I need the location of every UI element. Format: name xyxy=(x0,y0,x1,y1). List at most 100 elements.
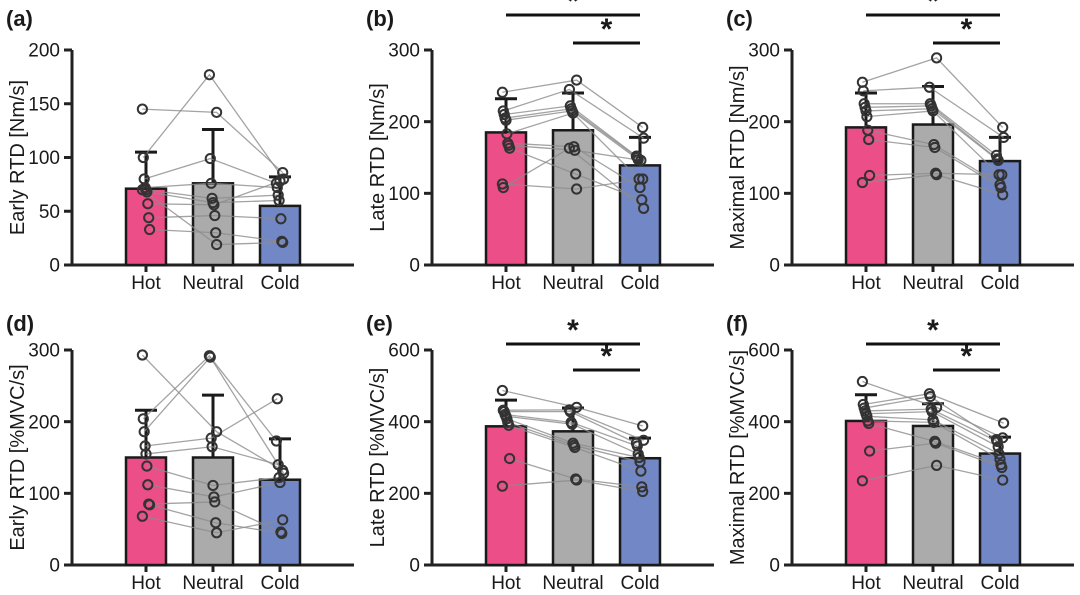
bar-neutral xyxy=(191,456,235,567)
subject-point xyxy=(996,169,1008,181)
y-tick-label: 0 xyxy=(769,256,780,277)
subject-line xyxy=(863,86,1004,138)
x-category-label: Cold xyxy=(260,273,299,294)
y-tick-label: 300 xyxy=(28,341,60,362)
subject-line xyxy=(503,409,644,441)
subject-line xyxy=(144,157,277,184)
bar-hot xyxy=(484,425,528,567)
panel-e-chart: (e) 0 200 400 600 Hot Neutral Cold * * Late RTD [%… xyxy=(366,311,714,594)
panel-c-chart: (c) 0 100 200 300 Hot Neutral Cold * * Maximal RTD… xyxy=(726,0,1074,294)
subject-point xyxy=(274,476,286,489)
significance-asterisk: * xyxy=(601,13,613,46)
significance-asterisk: * xyxy=(567,314,579,347)
subject-line xyxy=(867,129,1001,186)
subject-line xyxy=(863,393,1004,424)
y-tick-label: 300 xyxy=(748,41,780,62)
subject-point xyxy=(997,189,1009,201)
subject-point xyxy=(137,413,149,425)
subject-point xyxy=(273,471,285,484)
subject-line xyxy=(869,442,1003,469)
subject-point xyxy=(931,169,943,181)
subject-point xyxy=(496,86,508,98)
panel-letter: (c) xyxy=(726,6,753,31)
subject-point xyxy=(275,213,287,225)
subject-line xyxy=(504,410,637,444)
subject-point xyxy=(856,475,868,487)
subject-point xyxy=(209,496,221,508)
subject-line xyxy=(865,408,998,442)
y-tick-label: 200 xyxy=(388,112,420,133)
subject-point xyxy=(563,142,575,154)
subject-point xyxy=(997,474,1009,486)
x-category-label: Neutral xyxy=(902,273,963,294)
subject-line xyxy=(502,178,643,190)
bar-cold xyxy=(618,164,662,267)
subject-point xyxy=(208,199,220,211)
x-category-label: Neutral xyxy=(542,573,603,594)
bar-cold xyxy=(618,456,662,567)
y-axis-label: Late RTD [%MVC/s] xyxy=(367,368,389,548)
subject-line xyxy=(145,182,278,189)
subject-line xyxy=(864,395,997,441)
panel-letter: (d) xyxy=(6,311,34,336)
subject-line xyxy=(142,189,283,246)
subject-line xyxy=(141,354,284,471)
subject-point xyxy=(137,151,149,164)
subject-line xyxy=(142,354,285,474)
y-axis-label: Maximal RTD [%MVC/s] xyxy=(727,350,749,565)
x-category-label: Hot xyxy=(131,273,161,294)
subject-line xyxy=(146,465,280,487)
subject-point xyxy=(631,440,643,452)
subject-point xyxy=(635,154,647,166)
subject-point xyxy=(564,406,576,418)
panel-a-chart: (a) 0 50 100 150 200 Hot Neutral Cold Early RTD [… xyxy=(6,6,354,294)
subject-point xyxy=(206,441,218,453)
y-tick-label: 200 xyxy=(28,412,60,433)
panel-letter: (a) xyxy=(6,6,33,31)
subject-point xyxy=(638,202,650,214)
subject-point xyxy=(138,426,150,438)
subject-point xyxy=(274,175,286,187)
subject-point xyxy=(277,514,289,526)
y-tick-label: 100 xyxy=(28,148,60,169)
subject-point xyxy=(638,132,650,144)
subject-point xyxy=(930,437,942,449)
bar-hot xyxy=(484,131,528,267)
subject-point xyxy=(995,182,1007,194)
subject-point xyxy=(992,154,1004,166)
subject-point xyxy=(496,384,508,397)
subject-line xyxy=(145,446,279,466)
subject-point xyxy=(136,184,148,196)
subject-point xyxy=(569,441,581,454)
x-category-label: Hot xyxy=(131,573,161,594)
subject-point xyxy=(204,152,216,165)
subject-point xyxy=(207,479,219,492)
subject-point xyxy=(924,390,936,403)
subject-point xyxy=(211,426,223,438)
subject-line xyxy=(862,380,1003,439)
subject-point xyxy=(205,177,217,189)
subject-point xyxy=(929,141,941,154)
bar-cold xyxy=(978,452,1022,567)
subject-point xyxy=(136,349,148,361)
subject-point xyxy=(504,142,516,154)
panel-letter: (b) xyxy=(366,6,394,31)
panel-f: (f) 0 200 400 600 Hot Neutral Cold * * Maximal RTD… xyxy=(720,297,1080,595)
y-tick-label: 0 xyxy=(49,256,60,277)
subject-line xyxy=(862,174,1003,196)
panel-f-chart: (f) 0 200 400 600 Hot Neutral Cold * * Maximal RTD… xyxy=(726,311,1074,594)
subject-point xyxy=(864,445,876,457)
panel-b-chart: (b) 0 100 200 300 Hot Neutral Cold * * Late RTD [N… xyxy=(366,0,714,294)
panel-b: (b) 0 100 200 300 Hot Neutral Cold * * Late RTD [N… xyxy=(360,0,720,297)
subject-point xyxy=(143,212,155,224)
panel-d: (d) 0 100 200 300 Hot Neutral Cold Early RTD [%M… xyxy=(0,297,360,595)
subject-point xyxy=(571,474,583,486)
y-axis-label: Maximal RTD [Nm/s] xyxy=(727,65,749,249)
y-axis-label: Late RTD [Nm/s] xyxy=(367,83,389,232)
subject-line xyxy=(142,108,284,174)
subject-point xyxy=(998,417,1010,429)
y-tick-label: 600 xyxy=(388,341,420,362)
bar-cold xyxy=(258,204,302,267)
subject-point xyxy=(635,465,647,477)
subject-point xyxy=(211,106,223,118)
